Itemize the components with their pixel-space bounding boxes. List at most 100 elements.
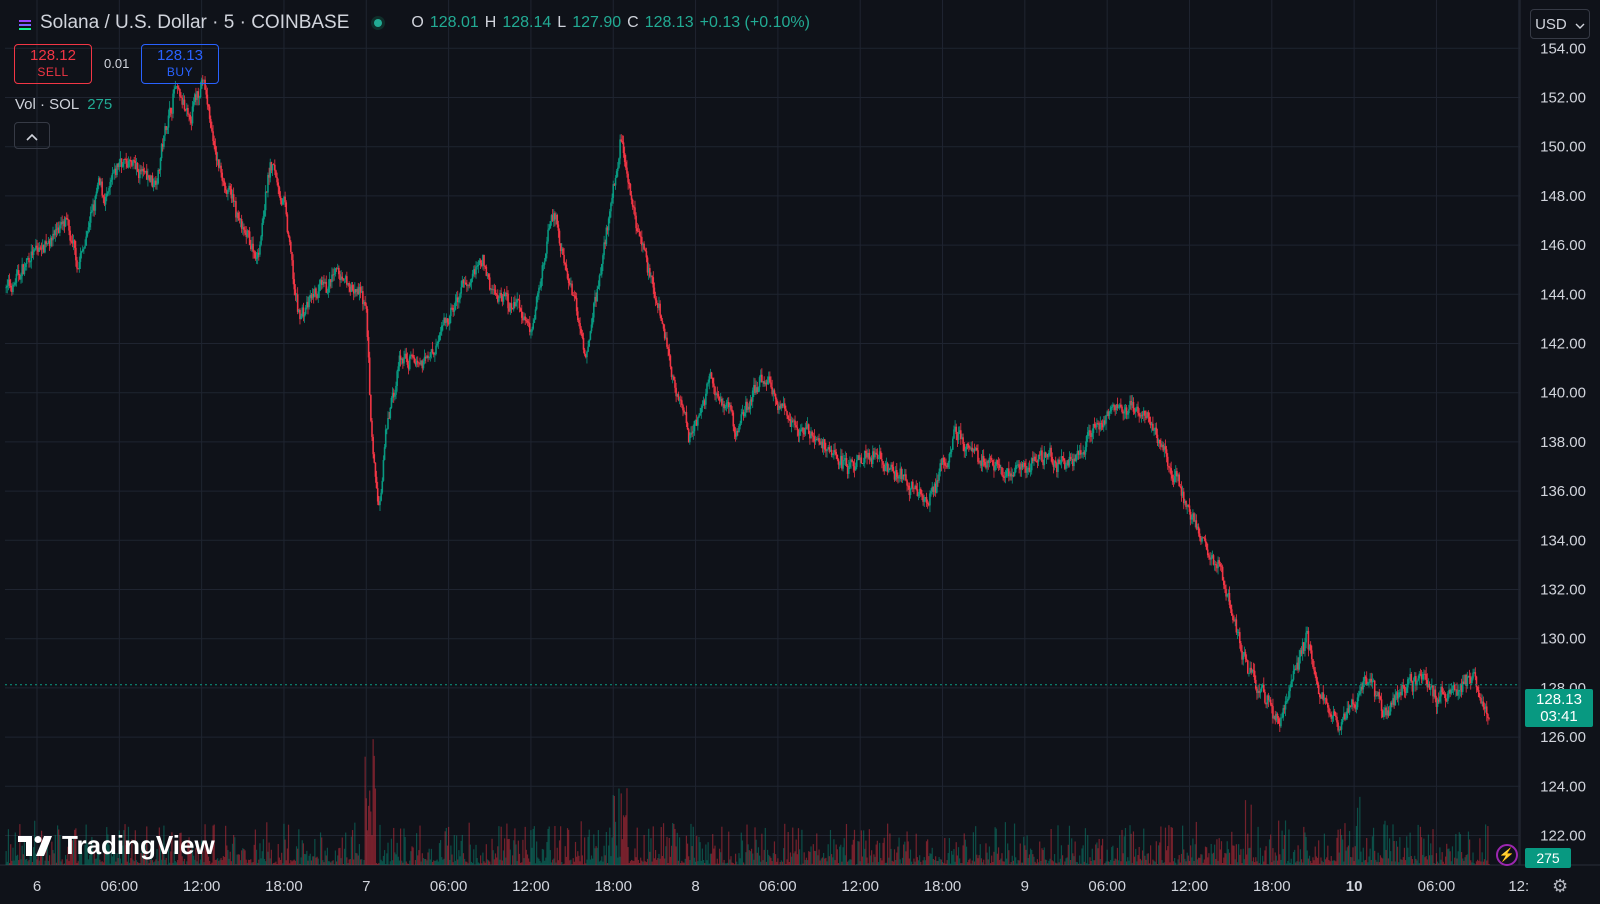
candle-body (450, 307, 452, 317)
candle-body (33, 249, 36, 251)
candle-body (128, 159, 131, 162)
y-axis-tick-label: 140.00 (1540, 385, 1586, 402)
candle-body (651, 275, 653, 278)
candle-body (928, 503, 930, 506)
volume-bar (71, 840, 74, 865)
volume-bar (736, 861, 738, 865)
volume-bar (877, 862, 880, 865)
candle-body (844, 458, 847, 460)
volume-bar (893, 849, 896, 865)
candle-body (496, 295, 499, 302)
volume-bar (904, 841, 906, 865)
volume-bar (1409, 832, 1411, 865)
candle-body (1170, 468, 1172, 475)
volume-bar (657, 858, 659, 865)
volume-bar (1019, 843, 1021, 865)
volume-bar (1257, 826, 1259, 865)
volume-bar (405, 861, 407, 865)
candle-body (471, 273, 474, 279)
candle-body (376, 488, 379, 502)
candle-body (851, 459, 853, 462)
candle-body (1022, 462, 1025, 468)
volume-bar (102, 862, 104, 865)
volume-bar (644, 861, 646, 865)
candle-body (347, 283, 349, 285)
volume-bar (1415, 858, 1417, 865)
volume-bar (1426, 859, 1428, 865)
collapse-legend-button[interactable] (14, 122, 50, 149)
candle-body (1347, 708, 1350, 713)
volume-bar (581, 855, 583, 865)
candle-body (1216, 564, 1218, 569)
volume-bar (1058, 862, 1060, 865)
candle-body (360, 291, 363, 293)
candle-body (477, 264, 480, 267)
candle-body (208, 106, 211, 119)
candle-body (678, 399, 681, 401)
sell-button[interactable]: 128.12 SELL (14, 44, 92, 84)
volume-bar (1392, 824, 1394, 865)
volume-bar (357, 855, 359, 865)
currency-selector[interactable]: USD (1530, 9, 1590, 39)
candle-body (913, 487, 915, 489)
candle-body (51, 237, 53, 241)
volume-bar (1168, 825, 1170, 865)
volume-bar (674, 828, 676, 865)
candle-body (694, 419, 697, 421)
candle-body (780, 404, 783, 409)
volume-bar (130, 858, 132, 865)
volume-bar (63, 863, 66, 865)
candle-body (1206, 549, 1209, 556)
candle-body (1006, 468, 1009, 472)
candle-body (1186, 505, 1188, 507)
buy-button[interactable]: 128.13 BUY (141, 44, 219, 84)
candle-body (1423, 673, 1425, 675)
volume-bar (569, 860, 571, 865)
candle-body (765, 382, 768, 385)
volume-bar (386, 853, 388, 865)
candle-body (453, 309, 456, 312)
candle-body (1266, 695, 1269, 705)
candle-body (1189, 511, 1192, 520)
volume-bar (103, 852, 106, 865)
x-axis-tick-label: 10 (1346, 878, 1363, 895)
candle-body (693, 420, 696, 432)
volume-bar (937, 861, 939, 865)
candle-body (683, 410, 685, 413)
volume-bar (1150, 845, 1152, 865)
volume-bar (255, 849, 258, 865)
volume-bar (181, 856, 183, 865)
candle-body (182, 99, 185, 105)
volume-bar (1302, 862, 1304, 865)
volume-bar (1414, 855, 1416, 865)
volume-bar (310, 860, 312, 865)
candle-body (1458, 689, 1461, 692)
candle-body (609, 211, 611, 219)
volume-bar (890, 848, 892, 865)
volume-bar (235, 864, 237, 865)
volume-bar (578, 855, 580, 865)
tradingview-logo[interactable]: TradingView (18, 830, 215, 861)
candle-body (1431, 685, 1433, 688)
candle-body (284, 196, 286, 203)
symbol-title[interactable]: Solana / U.S. Dollar · 5 · COINBASE (40, 12, 350, 33)
volume-bar (1356, 807, 1359, 865)
volume-bar (1035, 863, 1037, 865)
candle-body (534, 309, 537, 320)
volume-bar (1266, 863, 1268, 865)
lightning-icon[interactable]: ⚡ (1496, 844, 1518, 866)
candle-body (605, 227, 608, 245)
candle-body (658, 303, 660, 308)
volume-bar (1439, 847, 1441, 865)
candle-body (647, 268, 650, 273)
settings-gear-icon[interactable]: ⚙ (1552, 876, 1569, 896)
volume-bar (58, 829, 60, 865)
volume-bar (1015, 857, 1017, 865)
volume-bar (997, 847, 1000, 865)
candle-body (1488, 717, 1490, 719)
candle-body (370, 394, 372, 421)
candle-body (1091, 433, 1094, 437)
candle-body (275, 170, 277, 178)
candle-body (759, 374, 762, 378)
